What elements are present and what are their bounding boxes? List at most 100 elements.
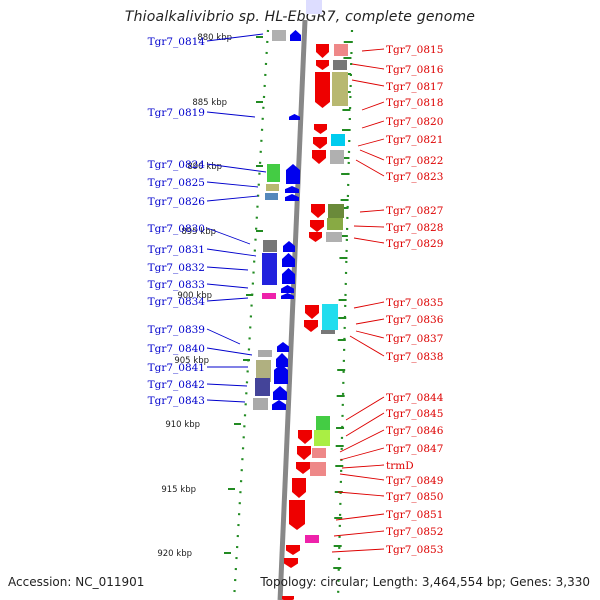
genome-summary-text: Topology: circular; Length: 3,464,554 bp…: [260, 575, 590, 589]
gene-label-Tgr7_0819: Tgr7_0819: [148, 107, 205, 119]
ruler-tick-label: 890 kbp: [187, 162, 222, 172]
gene-label-Tgr7_0851: Tgr7_0851: [386, 509, 443, 521]
leader-line: [345, 412, 385, 437]
ruler-tick-label: 915 kbp: [161, 485, 196, 495]
gene-arrow-minus: [276, 353, 288, 367]
gene-label-Tgr7_0832: Tgr7_0832: [148, 262, 205, 274]
gene-label-Tgr7_0844: Tgr7_0844: [386, 392, 444, 404]
gene-arrow-minus: [282, 268, 295, 284]
leader-line: [206, 283, 249, 289]
leader-line: [349, 335, 385, 357]
gene-label-Tgr7_0817: Tgr7_0817: [386, 81, 443, 93]
gene-arrow-minus: [273, 386, 287, 400]
gene-label-Tgr7_0846: Tgr7_0846: [386, 425, 444, 437]
leader-line: [331, 548, 385, 553]
gene-label-Tgr7_0818: Tgr7_0818: [386, 97, 443, 109]
gene-label-Tgr7_0820: Tgr7_0820: [386, 116, 443, 128]
annotation-box: [328, 204, 344, 218]
gene-arrow-minus: [286, 164, 300, 184]
leader-line: [359, 209, 385, 213]
annotation-box: [327, 218, 343, 230]
leader-line: [359, 149, 385, 161]
gene-arrow-minus: [274, 364, 288, 384]
leader-line: [357, 138, 385, 147]
ruler-tick-label: 880 kbp: [197, 33, 232, 43]
leader-line: [335, 513, 385, 521]
annotation-box: [334, 44, 348, 56]
leader-line: [353, 237, 385, 244]
leader-line: [361, 48, 385, 52]
gene-arrow-plus: [289, 500, 305, 530]
gene-arrow-plus: [312, 150, 326, 164]
gene-label-Tgr7_0847: Tgr7_0847: [386, 443, 443, 455]
annotation-box: [316, 416, 330, 430]
gene-label-Tgr7_0831: Tgr7_0831: [148, 244, 205, 256]
gene-arrow-plus: [316, 44, 329, 58]
annotation-box: [322, 304, 338, 330]
annotation-box: [330, 150, 344, 164]
gene-arrow-minus: [282, 253, 295, 267]
gene-label-trmD: trmD: [386, 460, 414, 472]
gene-label-Tgr7_0852: Tgr7_0852: [386, 526, 443, 538]
gene-arrow-minus: [277, 342, 289, 352]
annotation-box: [262, 253, 277, 285]
map-title: Thioalkalivibrio sp. HL-EbGR7, complete …: [124, 9, 476, 25]
ruler-tick-label: 905 kbp: [174, 356, 209, 366]
gene-label-Tgr7_0839: Tgr7_0839: [148, 324, 205, 336]
leader-line: [339, 429, 385, 453]
annotation-box: [312, 448, 326, 458]
leader-line: [351, 79, 385, 87]
annotation-box: [256, 360, 271, 382]
gene-arrow-plus: [304, 320, 318, 332]
gene-arrow-plus: [313, 137, 327, 149]
annotation-box: [272, 30, 286, 41]
gene-arrow-plus: [282, 596, 294, 600]
gene-label-Tgr7_0833: Tgr7_0833: [148, 279, 205, 291]
leader-line: [353, 225, 385, 228]
gene-arrow-minus: [281, 285, 294, 293]
leader-line: [361, 120, 385, 129]
gene-label-Tgr7_0822: Tgr7_0822: [386, 155, 443, 167]
ruler-tick-label: 920 kbp: [157, 549, 192, 559]
gene-arrow-plus: [316, 60, 329, 70]
gene-label-Tgr7_0830: Tgr7_0830: [148, 223, 205, 235]
leader-line: [345, 396, 385, 421]
annotation-box: [331, 134, 345, 146]
gene-label-Tgr7_0828: Tgr7_0828: [386, 222, 443, 234]
gene-label-Tgr7_0836: Tgr7_0836: [386, 314, 444, 326]
annotation-box: [305, 535, 319, 543]
annotation-box: [258, 350, 272, 357]
gene-arrow-plus: [310, 220, 324, 232]
genome-backbone: [277, 19, 308, 600]
annotation-box: [314, 430, 330, 446]
leader-line: [351, 63, 385, 70]
leader-line: [206, 227, 251, 245]
gene-arrow-minus: [285, 194, 299, 201]
gene-arrow-plus: [298, 430, 312, 444]
gene-arrow-plus: [314, 124, 327, 134]
gene-label-Tgr7_0837: Tgr7_0837: [386, 333, 443, 345]
leader-line: [206, 195, 259, 202]
gene-label-Tgr7_0853: Tgr7_0853: [386, 544, 443, 556]
ruler-tick-label: 885 kbp: [192, 98, 227, 108]
leader-line: [361, 101, 385, 111]
leader-line: [353, 301, 385, 309]
gene-arrow-minus: [285, 186, 299, 193]
gene-arrow-plus: [284, 558, 298, 568]
gene-label-Tgr7_0835: Tgr7_0835: [386, 297, 443, 309]
leader-line: [206, 248, 257, 257]
gene-label-Tgr7_0816: Tgr7_0816: [386, 64, 444, 76]
ruler-tick-label: 895 kbp: [181, 227, 216, 237]
gene-label-Tgr7_0850: Tgr7_0850: [386, 491, 443, 503]
gene-label-Tgr7_0829: Tgr7_0829: [386, 238, 443, 250]
gene-arrow-plus: [305, 305, 319, 319]
gene-label-Tgr7_0827: Tgr7_0827: [386, 205, 443, 217]
ruler-tick-label: 900 kbp: [177, 291, 212, 301]
leader-line: [355, 330, 385, 339]
annotation-box: [267, 164, 280, 182]
gene-arrow-minus: [272, 400, 286, 410]
accession-text: Accession: NC_011901: [8, 575, 145, 589]
ruler-dotted-inner-right: [336, 29, 354, 600]
annotation-box: [262, 293, 276, 299]
annotation-box: [263, 240, 277, 252]
